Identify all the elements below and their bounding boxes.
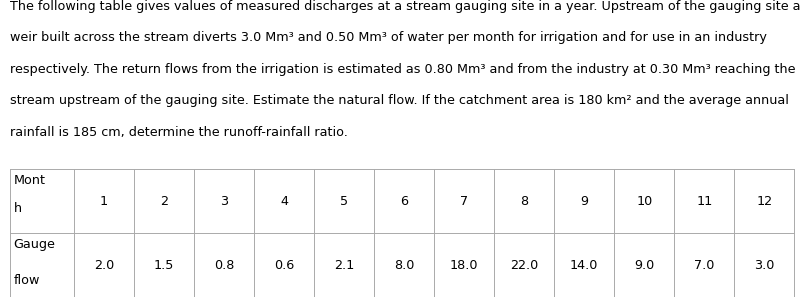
Text: 2.1: 2.1	[333, 259, 354, 271]
Text: 2: 2	[160, 195, 168, 208]
Text: 22.0: 22.0	[509, 259, 538, 271]
Text: 8.0: 8.0	[393, 259, 414, 271]
Text: flow: flow	[14, 274, 40, 287]
Text: 12: 12	[756, 195, 772, 208]
Text: weir built across the stream diverts 3.0 Mm³ and 0.50 Mm³ of water per month for: weir built across the stream diverts 3.0…	[10, 31, 765, 45]
Text: 7: 7	[459, 195, 467, 208]
Text: 5: 5	[340, 195, 348, 208]
Text: 4: 4	[279, 195, 287, 208]
Text: respectively. The return flows from the irrigation is estimated as 0.80 Mm³ and : respectively. The return flows from the …	[10, 63, 794, 76]
Text: Mont: Mont	[14, 174, 46, 187]
Text: 1.5: 1.5	[153, 259, 174, 271]
Text: 3: 3	[220, 195, 228, 208]
Text: 14.0: 14.0	[569, 259, 597, 271]
Text: h: h	[14, 203, 22, 216]
Text: 9.0: 9.0	[634, 259, 654, 271]
Text: The following table gives values of measured discharges at a stream gauging site: The following table gives values of meas…	[10, 0, 799, 13]
Text: 3.0: 3.0	[753, 259, 773, 271]
Text: 6: 6	[400, 195, 408, 208]
Text: Gauge: Gauge	[14, 238, 55, 251]
Text: 18.0: 18.0	[450, 259, 478, 271]
Text: rainfall is 185 cm, determine the runoff-rainfall ratio.: rainfall is 185 cm, determine the runoff…	[10, 126, 347, 139]
Text: 11: 11	[695, 195, 711, 208]
Text: 1: 1	[100, 195, 108, 208]
Text: 0.6: 0.6	[274, 259, 294, 271]
Text: stream upstream of the gauging site. Estimate the natural flow. If the catchment: stream upstream of the gauging site. Est…	[10, 94, 788, 108]
Text: 8: 8	[520, 195, 528, 208]
Text: 7.0: 7.0	[693, 259, 714, 271]
Text: 9: 9	[580, 195, 588, 208]
Text: 2.0: 2.0	[94, 259, 114, 271]
Text: 0.8: 0.8	[214, 259, 234, 271]
Text: 10: 10	[635, 195, 651, 208]
